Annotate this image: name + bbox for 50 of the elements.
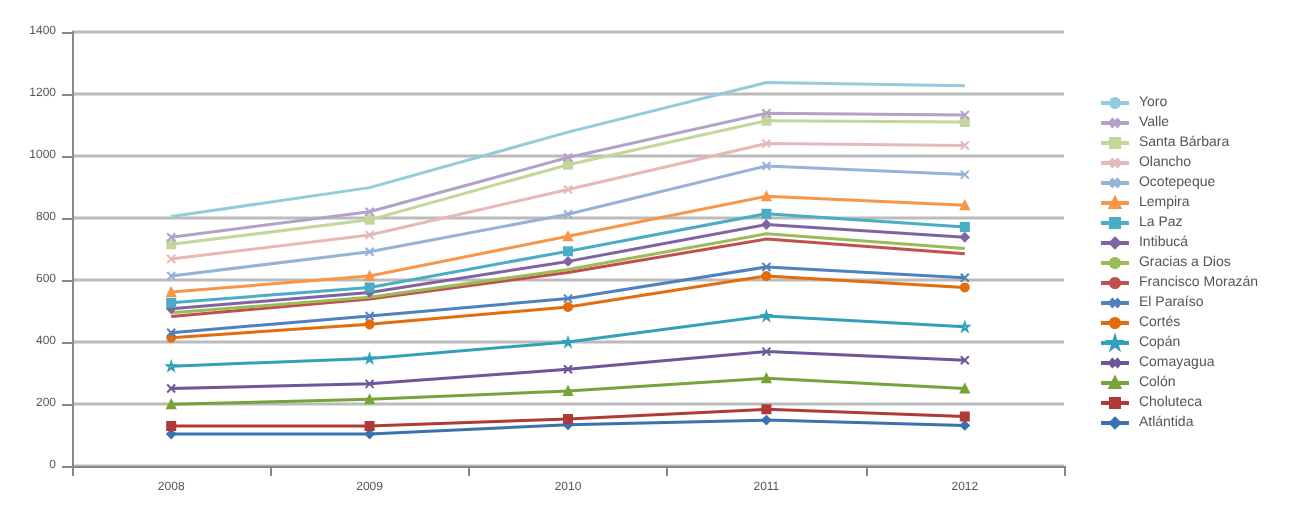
point (959, 116, 970, 127)
point (166, 239, 177, 250)
point (364, 270, 375, 281)
point (563, 159, 573, 170)
point (364, 310, 375, 321)
point (761, 160, 772, 171)
point (761, 219, 772, 230)
point (761, 346, 772, 357)
point (364, 214, 375, 225)
point (364, 421, 375, 432)
point (166, 399, 177, 410)
point (166, 287, 177, 298)
point (563, 209, 573, 220)
point (563, 152, 573, 163)
point (959, 221, 970, 232)
point (364, 206, 375, 217)
point (761, 191, 772, 202)
point (761, 138, 772, 149)
point (761, 373, 772, 384)
point (166, 421, 177, 432)
point (959, 232, 970, 243)
point (959, 411, 970, 422)
point (563, 256, 573, 267)
point (761, 415, 772, 426)
point (761, 108, 772, 119)
point (761, 115, 772, 126)
point (364, 246, 375, 257)
point (563, 385, 573, 396)
point (959, 383, 970, 394)
point (959, 420, 970, 431)
point (563, 184, 573, 195)
point (761, 404, 772, 415)
line-series (169, 81, 967, 218)
point (364, 378, 375, 389)
point (563, 293, 573, 304)
point (761, 208, 772, 219)
point (563, 231, 573, 242)
point (364, 319, 375, 330)
point (563, 413, 573, 424)
point (761, 261, 772, 272)
point (563, 301, 573, 312)
point (563, 364, 573, 375)
point (959, 200, 970, 211)
point (364, 282, 375, 293)
point (364, 230, 375, 241)
point (563, 246, 573, 257)
point (761, 270, 772, 281)
point (166, 297, 177, 308)
point (959, 282, 970, 293)
point (364, 394, 375, 405)
